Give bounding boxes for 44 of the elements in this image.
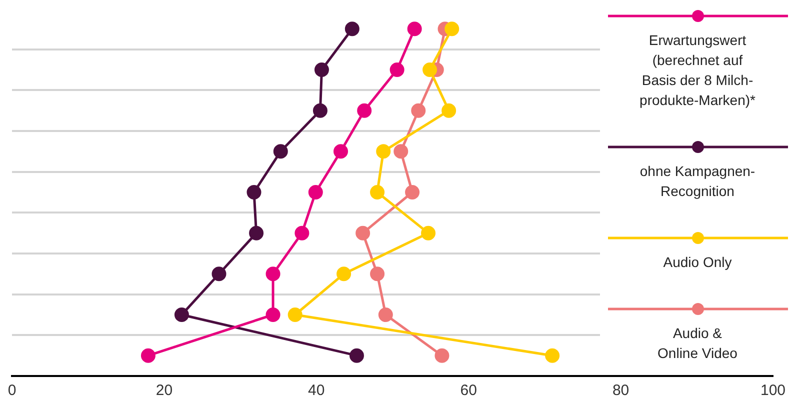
x-tick-label: 80 [612, 382, 630, 400]
x-tick-label: 20 [156, 382, 173, 400]
point [407, 22, 422, 36]
point [390, 62, 404, 77]
point [378, 308, 393, 322]
point [212, 266, 226, 282]
point [334, 144, 348, 159]
point [246, 185, 262, 200]
point [356, 226, 370, 240]
point [357, 103, 372, 118]
x-tick-label: 60 [460, 382, 477, 400]
point [249, 226, 264, 240]
legend-label: Audio Only [663, 253, 732, 272]
point [314, 62, 329, 77]
point [545, 348, 560, 363]
point [442, 103, 456, 118]
point [411, 103, 426, 118]
point [266, 266, 280, 282]
legend-label: Erwartungswert (berechnet auf Basis der 8 Milch- produkte-Marken)* [640, 31, 756, 110]
legend-label: ohne Kampagnen- Recognition [640, 162, 756, 201]
point [422, 62, 438, 77]
point [273, 144, 288, 159]
point [174, 308, 189, 322]
x-tick-label: 0 [8, 382, 16, 400]
point [294, 226, 310, 240]
point [370, 185, 385, 200]
x-tick-label: 40 [308, 382, 325, 400]
point [266, 308, 280, 322]
point [344, 22, 360, 36]
point [434, 348, 450, 363]
legend-label: Audio & Online Video [658, 324, 738, 363]
point [376, 144, 391, 159]
point [405, 185, 420, 200]
point [288, 308, 302, 322]
point [312, 103, 328, 118]
point [421, 226, 436, 240]
point [394, 144, 408, 159]
point [336, 266, 352, 282]
point [140, 348, 156, 363]
point [444, 22, 460, 36]
point [349, 348, 364, 363]
point [308, 185, 323, 200]
x-tick-label: 100 [760, 382, 786, 400]
point [370, 266, 385, 282]
